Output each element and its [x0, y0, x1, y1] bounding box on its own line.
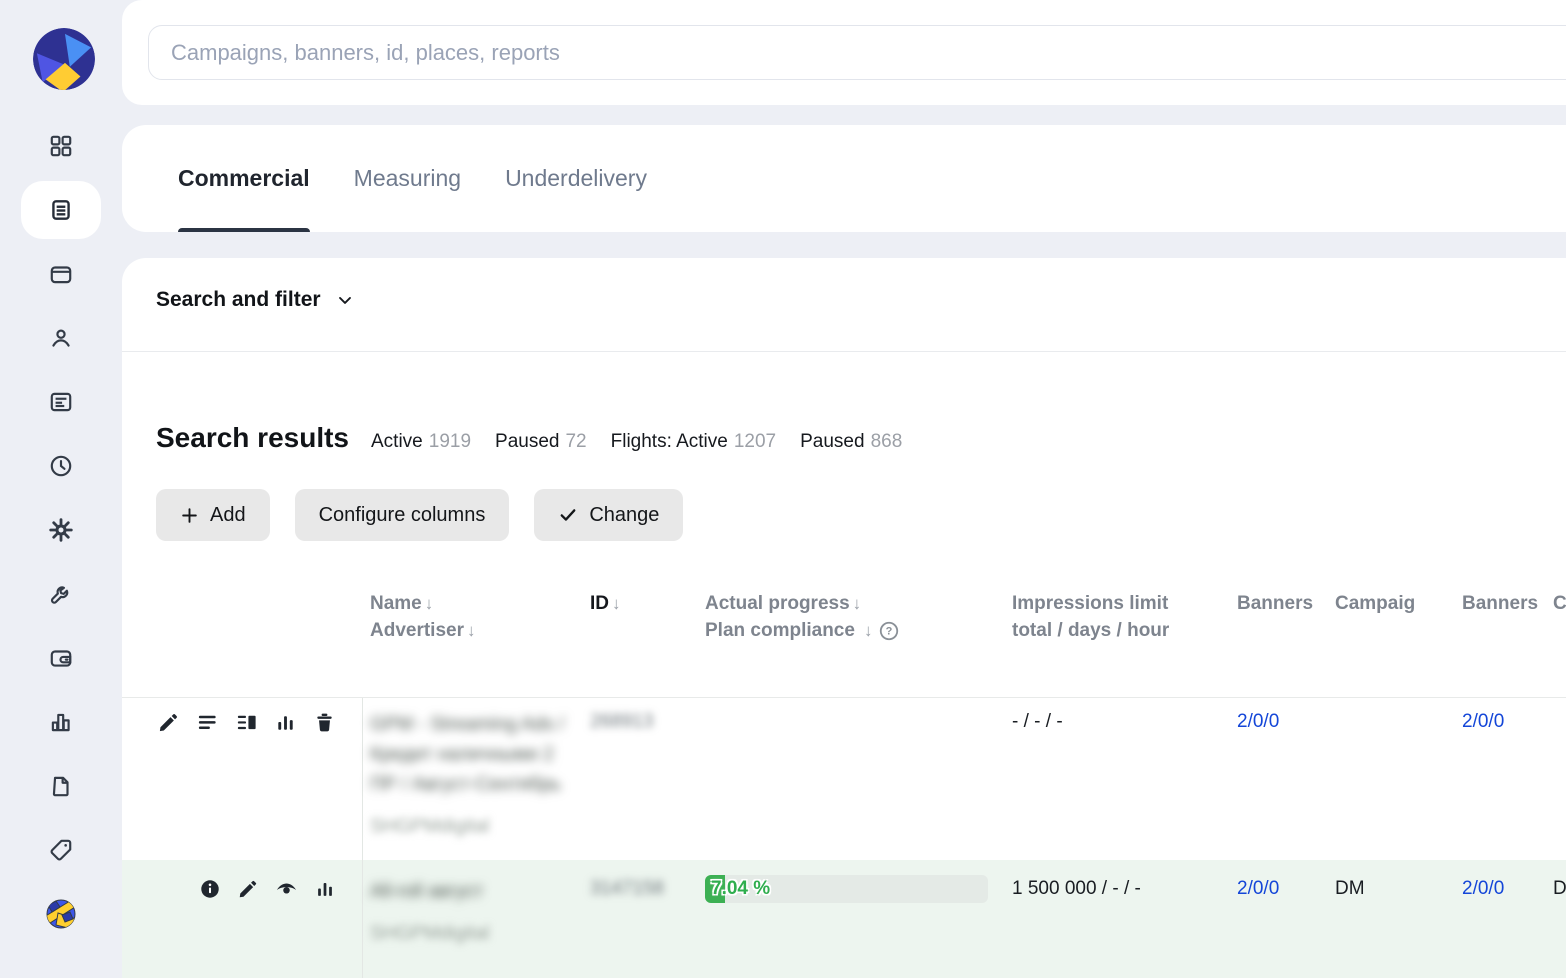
progress-bar: 7.04 % — [705, 875, 988, 903]
column-header-campaign-2[interactable]: C — [1553, 590, 1566, 617]
align-lines-icon[interactable] — [196, 711, 219, 734]
sidebar-item-wallet[interactable] — [21, 626, 101, 690]
advertiser-name: SHGPMdigital — [370, 812, 575, 842]
campaign-id: 268913 — [590, 711, 653, 733]
banners-link[interactable]: 2/0/0 — [1237, 878, 1279, 900]
column-header-progress[interactable]: Actual progress↓ Plan compliance↓ ? — [705, 590, 900, 644]
sidebar-item-tags[interactable] — [21, 818, 101, 882]
tab-commercial[interactable]: Commercial — [178, 125, 310, 232]
toolbar: Add Configure columns Change — [156, 489, 683, 541]
global-search-input[interactable] — [148, 25, 1566, 80]
sidebar-item-reports[interactable] — [21, 690, 101, 754]
page-title: Search results — [156, 422, 349, 454]
column-header-banners[interactable]: Banners — [1237, 590, 1313, 617]
impressions-limit-value: 1 500 000 / - / - — [1012, 878, 1141, 900]
column-header-id[interactable]: ID↓ — [590, 590, 621, 617]
change-button[interactable]: Change — [534, 489, 683, 541]
banners-link-2[interactable]: 2/0/0 — [1462, 711, 1504, 733]
progress-label: 7.04 % — [711, 878, 770, 900]
sidebar-item-places[interactable] — [21, 242, 101, 306]
advertiser-name: SHGPMdigital — [370, 919, 575, 949]
table-row-highlighted: All-roll август SHGPMdigital 3147158 7.0… — [122, 860, 1566, 978]
search-and-filter-toggle[interactable]: Search and filter — [156, 288, 355, 312]
stats-icon[interactable] — [314, 878, 336, 901]
help-icon[interactable]: ? — [878, 620, 900, 642]
info-icon[interactable] — [199, 878, 221, 901]
list-block-icon[interactable] — [235, 711, 258, 734]
tab-underdelivery[interactable]: Underdelivery — [505, 125, 647, 232]
chevron-down-icon — [335, 290, 355, 310]
newspaper-icon — [48, 389, 74, 415]
person-icon — [48, 325, 74, 351]
banners-link[interactable]: 2/0/0 — [1237, 711, 1279, 733]
campaign-type-2: D — [1553, 878, 1566, 900]
column-header-name[interactable]: Name↓ Advertiser↓ — [370, 590, 476, 644]
campaign-type: DM — [1335, 878, 1365, 900]
column-header-campaign[interactable]: Campaig — [1335, 590, 1415, 617]
campaign-name[interactable]: GPM - Streaming Ads / Кредит наличными 2… — [370, 710, 575, 842]
sidebar-item-settings[interactable] — [21, 498, 101, 562]
campaign-id: 3147158 — [590, 878, 664, 900]
sidebar-item-history[interactable] — [21, 434, 101, 498]
stats-icon[interactable] — [274, 711, 297, 734]
check-icon — [558, 505, 578, 525]
section-divider — [122, 351, 1566, 352]
sidebar-item-network[interactable] — [21, 882, 101, 946]
sidebar-item-banners[interactable] — [21, 370, 101, 434]
filter-label: Search and filter — [156, 288, 321, 312]
sidebar-item-documents[interactable] — [21, 754, 101, 818]
sidebar-item-dashboard[interactable] — [21, 114, 101, 178]
clock-icon — [48, 453, 74, 479]
add-button[interactable]: Add — [156, 489, 270, 541]
column-divider — [362, 860, 363, 978]
impressions-limit-value: - / - / - — [1012, 711, 1063, 733]
main-area: Commercial Measuring Underdelivery Searc… — [122, 0, 1566, 975]
table-row: GPM - Streaming Ads / Кредит наличными 2… — [122, 697, 1566, 860]
eye-icon[interactable] — [275, 878, 298, 901]
row-actions — [156, 711, 336, 734]
sidebar-nav — [0, 114, 122, 946]
sidebar-item-campaigns[interactable] — [21, 181, 101, 239]
bar-chart-icon — [48, 709, 74, 735]
sidebar-item-advertisers[interactable] — [21, 306, 101, 370]
row-actions — [156, 878, 336, 901]
plus-icon — [180, 506, 199, 525]
dashboard-grid-icon — [48, 133, 74, 159]
delete-icon[interactable] — [313, 711, 336, 734]
configure-columns-button[interactable]: Configure columns — [295, 489, 510, 541]
campaigns-list-icon — [48, 197, 74, 223]
table-header: Name↓ Advertiser↓ ID↓ Actual progress↓ P… — [122, 590, 1566, 697]
column-header-banners-2[interactable]: Banners — [1462, 590, 1538, 617]
adfox-logo-icon[interactable] — [33, 28, 95, 90]
sidebar — [0, 0, 122, 975]
network-globe-icon — [46, 899, 76, 929]
sidebar-item-tools[interactable] — [21, 562, 101, 626]
edit-icon[interactable] — [237, 878, 259, 901]
campaign-name[interactable]: All-roll август SHGPMdigital — [370, 877, 575, 949]
banners-link-2[interactable]: 2/0/0 — [1462, 878, 1504, 900]
column-header-impressions[interactable]: Impressions limit total / days / hour — [1012, 590, 1207, 644]
tag-icon — [48, 837, 74, 863]
wrench-icon — [48, 581, 74, 607]
column-divider — [362, 698, 363, 860]
document-icon — [48, 773, 74, 799]
svg-text:?: ? — [886, 625, 893, 637]
tab-measuring[interactable]: Measuring — [354, 125, 461, 232]
tabs-bar: Commercial Measuring Underdelivery — [122, 125, 1566, 232]
global-search-card — [122, 0, 1566, 105]
gear-icon — [48, 517, 74, 543]
places-box-icon — [48, 261, 74, 287]
wallet-icon — [48, 645, 74, 671]
edit-icon[interactable] — [157, 711, 180, 734]
